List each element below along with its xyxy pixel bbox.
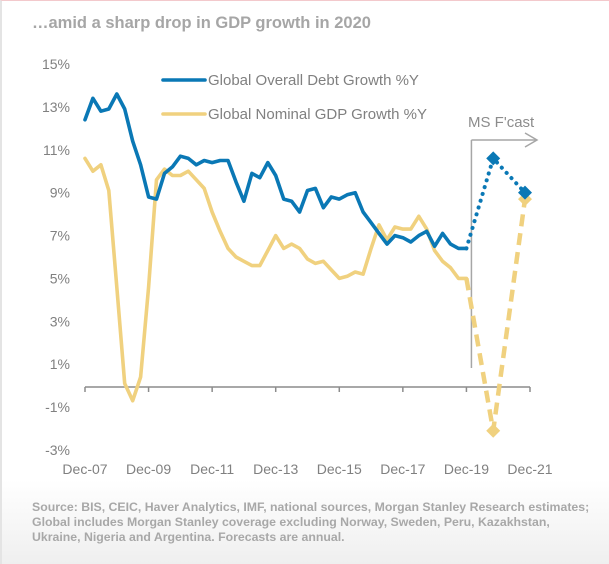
source-note: Source: BIS, CEIC, Haver Analytics, IMF,… (32, 500, 590, 545)
legend-label: Global Nominal GDP Growth %Y (208, 106, 427, 123)
legend: Global Overall Debt Growth %Y Global Nomi… (161, 72, 427, 123)
x-tick-label: Dec-13 (253, 461, 298, 477)
y-tick-label: 1% (50, 356, 70, 372)
x-tick-label: Dec-19 (444, 461, 489, 477)
forecast-annotation-label: MS F'cast (468, 114, 535, 131)
y-tick-label: -1% (45, 399, 70, 415)
x-tick-label: Dec-17 (380, 461, 425, 477)
series-gdp-growth (83, 156, 532, 438)
y-tick-label: 3% (50, 313, 70, 329)
forecast-marker (518, 185, 532, 200)
forecast-line (464, 198, 528, 432)
x-tick-label: Dec-15 (317, 461, 362, 477)
history-line (83, 92, 469, 251)
x-axis: Dec-07 Dec-09 Dec-11 Dec-13 Dec-15 Dec-17 Dec-… (62, 386, 553, 477)
forecast-marker (486, 423, 501, 438)
x-tick-label: Dec-09 (126, 461, 171, 477)
x-tick-label: Dec-21 (507, 461, 552, 477)
y-axis: 15% 13% 11% 9% 7% 5% 3% 1% -1% -3% (42, 56, 70, 458)
forecast-marker (486, 151, 501, 166)
y-tick-label: -3% (45, 442, 70, 458)
chart-title: …amid a sharp drop in GDP growth in 2020 (32, 14, 371, 32)
y-tick-label: 7% (50, 228, 70, 244)
y-tick-label: 5% (50, 270, 70, 286)
forecast-line (464, 154, 527, 251)
y-tick-label: 11% (43, 142, 70, 158)
series-debt-growth (83, 92, 532, 251)
y-tick-label: 9% (50, 185, 70, 201)
x-tick-label: Dec-11 (190, 461, 234, 477)
x-tick-label: Dec-07 (62, 461, 107, 477)
history-line (83, 156, 469, 403)
forecast-annotation: MS F'cast (468, 114, 539, 368)
series-layer (83, 92, 532, 438)
forecast-arrow-head-icon (524, 132, 539, 148)
legend-label: Global Overall Debt Growth %Y (208, 72, 419, 89)
y-tick-label: 13% (42, 99, 70, 115)
y-tick-label: 15% (42, 56, 70, 72)
